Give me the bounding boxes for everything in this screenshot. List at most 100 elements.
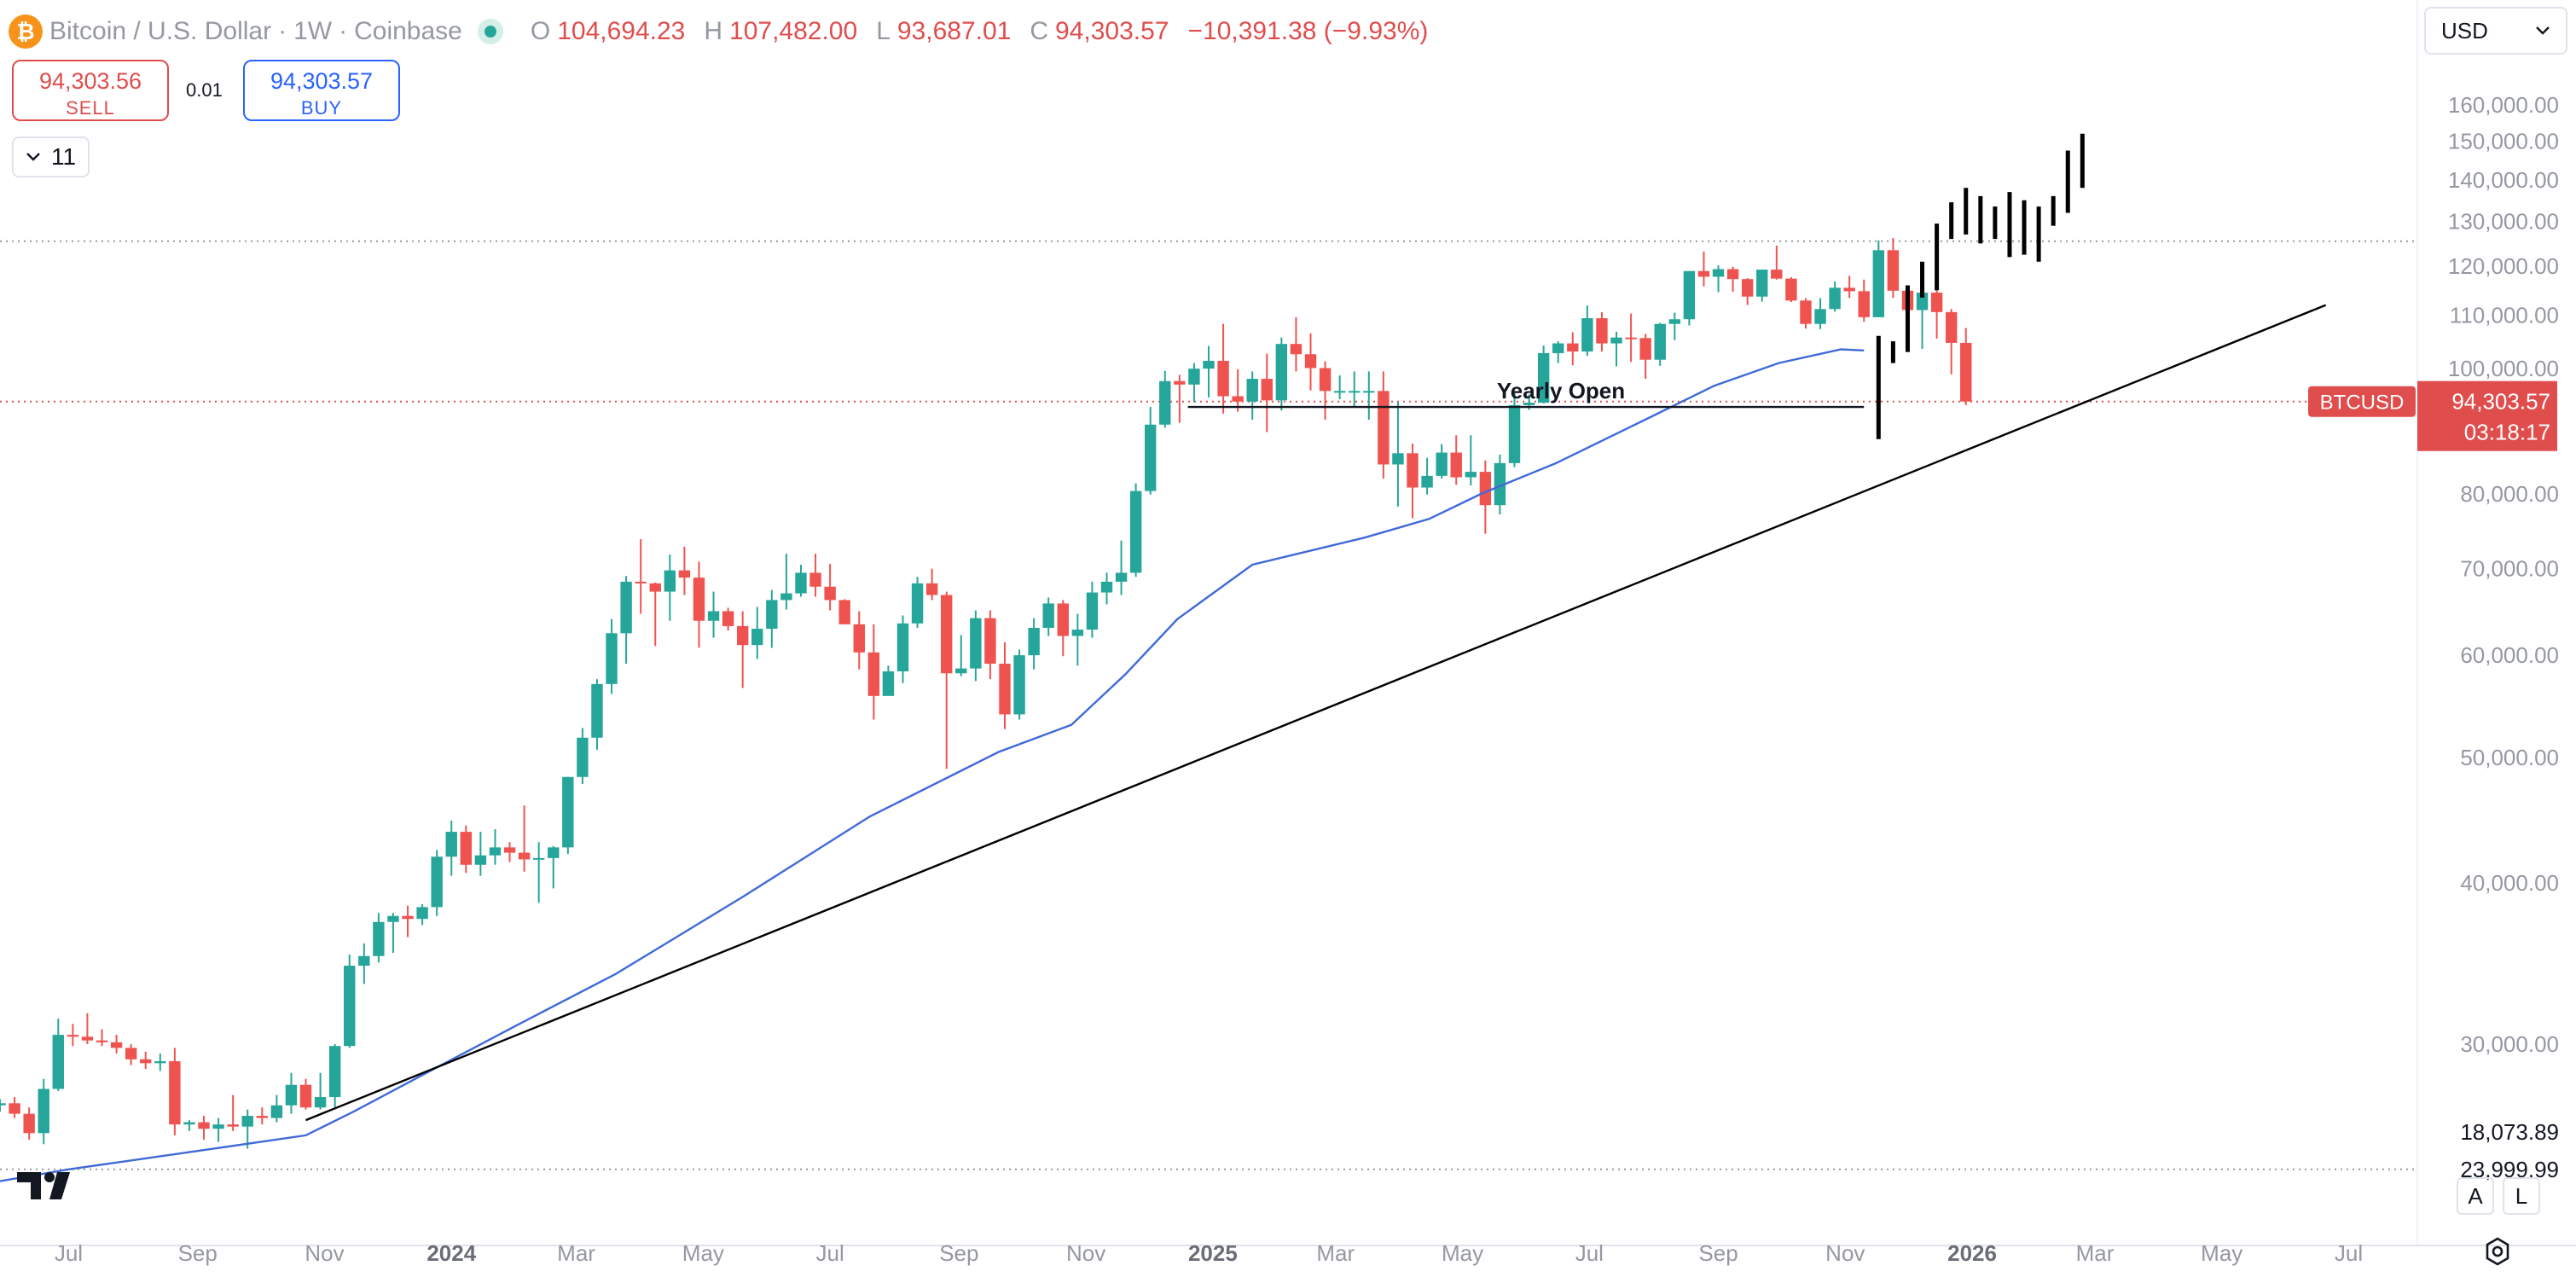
symbol-tag (2308, 386, 2416, 417)
candle-body (38, 1089, 49, 1134)
price-tick-label: 30,000.00 (2460, 1031, 2559, 1057)
currency-value: USD (2441, 17, 2488, 44)
candle-body (1508, 404, 1521, 463)
time-tick-label: May (2201, 1240, 2242, 1266)
separator-dot: · (339, 17, 348, 45)
time-tick-label: 2026 (1947, 1240, 1997, 1266)
axis-bottom-label: 18,073.89 (2460, 1119, 2559, 1145)
price-tick-label: 140,000.00 (2448, 167, 2559, 193)
candle-body (1071, 630, 1084, 636)
candle-body (853, 624, 865, 653)
candle-body (1887, 250, 1900, 291)
candle-body (9, 1103, 20, 1114)
market-status-icon[interactable] (477, 19, 503, 44)
bitcoin-icon: ₿ (9, 15, 43, 49)
time-tick-label: 2025 (1188, 1240, 1238, 1266)
candle-body (1319, 368, 1332, 392)
currency-select[interactable]: USD (2424, 7, 2567, 55)
time-tick-label: Sep (1698, 1240, 1738, 1266)
auto-scale-button[interactable]: A (2457, 1177, 2494, 1215)
candle-body (707, 611, 720, 621)
candle-body (1129, 491, 1142, 573)
candle-body (1741, 279, 1754, 297)
sell-button[interactable]: 94,303.56 SELL (12, 60, 169, 121)
spread-value: 0.01 (186, 79, 223, 101)
candle-body (52, 1035, 64, 1089)
price-tick-label: 80,000.00 (2460, 481, 2559, 507)
candle-body (1450, 452, 1462, 478)
price-tick-label: 160,000.00 (2448, 92, 2559, 118)
candle-body (999, 664, 1011, 715)
candle-body (0, 1103, 6, 1106)
candle-body (1858, 291, 1870, 317)
candle-body (649, 583, 661, 592)
candle-body (1639, 338, 1651, 360)
candle-body (1596, 318, 1608, 344)
time-tick-label: Mar (2076, 1240, 2115, 1266)
time-tick-label: Nov (305, 1240, 344, 1266)
candle-body (270, 1105, 283, 1118)
candle-body (1304, 354, 1317, 369)
candle-body (867, 652, 880, 696)
candle-body (882, 671, 895, 696)
price-tick-label: 100,000.00 (2448, 356, 2559, 381)
chevron-down-icon (2536, 26, 2550, 35)
candle-body (358, 955, 370, 967)
price-tick-label: 150,000.00 (2448, 128, 2559, 154)
time-tick-label: Sep (178, 1240, 218, 1266)
candle-body (227, 1124, 239, 1127)
candle-body (1174, 380, 1186, 385)
candle-body (1261, 379, 1273, 401)
candle-body (1013, 655, 1025, 715)
candle-body (1217, 360, 1229, 397)
candle-body (824, 586, 836, 601)
candle-body (693, 578, 705, 621)
indicators-toggle[interactable]: 11 (12, 136, 90, 177)
chart-settings-button[interactable] (2480, 1235, 2515, 1274)
candle-body (1494, 462, 1506, 506)
candle-body (577, 737, 589, 777)
chevron-down-icon (26, 153, 40, 161)
tradingview-logo-icon (17, 1172, 70, 1199)
candle-body (1771, 270, 1783, 279)
time-tick-label: Sep (939, 1240, 978, 1266)
candle-body (1159, 380, 1171, 425)
buy-button[interactable]: 94,303.57 BUY (243, 60, 400, 121)
candle-body (1086, 592, 1099, 630)
candle-body (183, 1122, 195, 1125)
candle-body (955, 668, 967, 674)
candle-body (751, 629, 763, 646)
tradingview-logo[interactable] (17, 1170, 77, 1205)
candle-body (736, 625, 749, 646)
candle-body (1785, 278, 1797, 301)
open-value: 104,694.23 (557, 17, 686, 45)
candle-body (1814, 309, 1826, 324)
candle-body (1246, 379, 1258, 402)
candle-body (562, 776, 574, 848)
time-tick-label: Nov (1825, 1240, 1865, 1266)
candle-body (1581, 318, 1593, 352)
candle-body (140, 1059, 152, 1064)
yearly-open-label: Yearly Open (1497, 378, 1625, 403)
candle-body (1378, 391, 1390, 465)
candle-body (445, 832, 457, 857)
candle-body (1654, 323, 1666, 360)
time-tick-label: Jul (1575, 1240, 1604, 1266)
candle-countdown-label: 03:18:17 (2464, 420, 2550, 445)
candle-body (1232, 396, 1244, 402)
candle-body (387, 915, 399, 922)
candle-body (1465, 472, 1477, 478)
candle-body (1188, 369, 1200, 385)
candle-body (1683, 270, 1696, 320)
candle-body (1668, 319, 1681, 324)
price-tick-label: 110,000.00 (2450, 302, 2559, 328)
symbol-name[interactable]: Bitcoin / U.S. Dollar (49, 17, 272, 45)
candle-body (1275, 344, 1288, 401)
symbol-tag-label: BTCUSD (2320, 392, 2405, 415)
candle-body (198, 1122, 210, 1129)
candle-body (299, 1084, 312, 1108)
interval-label[interactable]: 1W (293, 17, 333, 45)
buy-price: 94,303.57 (270, 68, 374, 94)
log-scale-button[interactable]: L (2503, 1177, 2540, 1215)
